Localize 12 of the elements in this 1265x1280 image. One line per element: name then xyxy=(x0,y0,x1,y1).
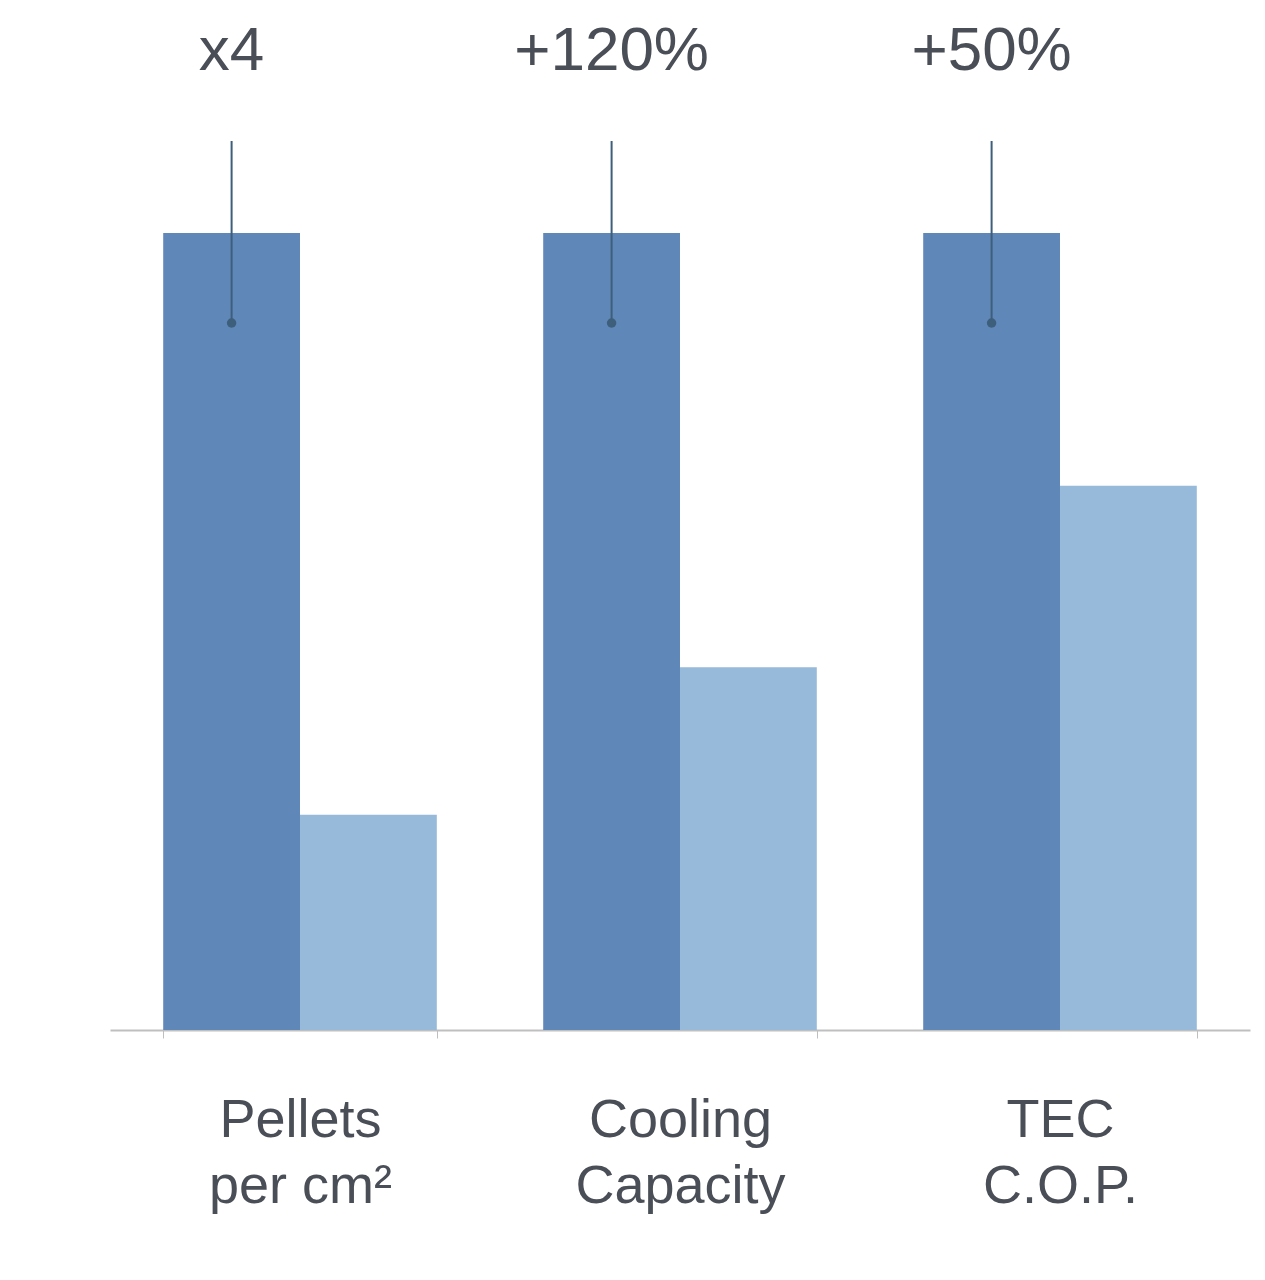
text: +120% xyxy=(514,14,709,83)
text: +50% xyxy=(911,14,1072,83)
text: x4 xyxy=(198,14,265,83)
bar xyxy=(680,667,817,1030)
bar xyxy=(1060,485,1197,1030)
bar xyxy=(163,233,300,1030)
bar xyxy=(300,814,437,1030)
x-tick-label: Pellets per cm² xyxy=(208,1087,393,1214)
x-tick-label: Cooling Capacity xyxy=(575,1087,786,1214)
x-tick-label: TEC C.O.P. xyxy=(982,1087,1139,1214)
bar xyxy=(923,233,1060,1030)
bar xyxy=(543,233,680,1030)
